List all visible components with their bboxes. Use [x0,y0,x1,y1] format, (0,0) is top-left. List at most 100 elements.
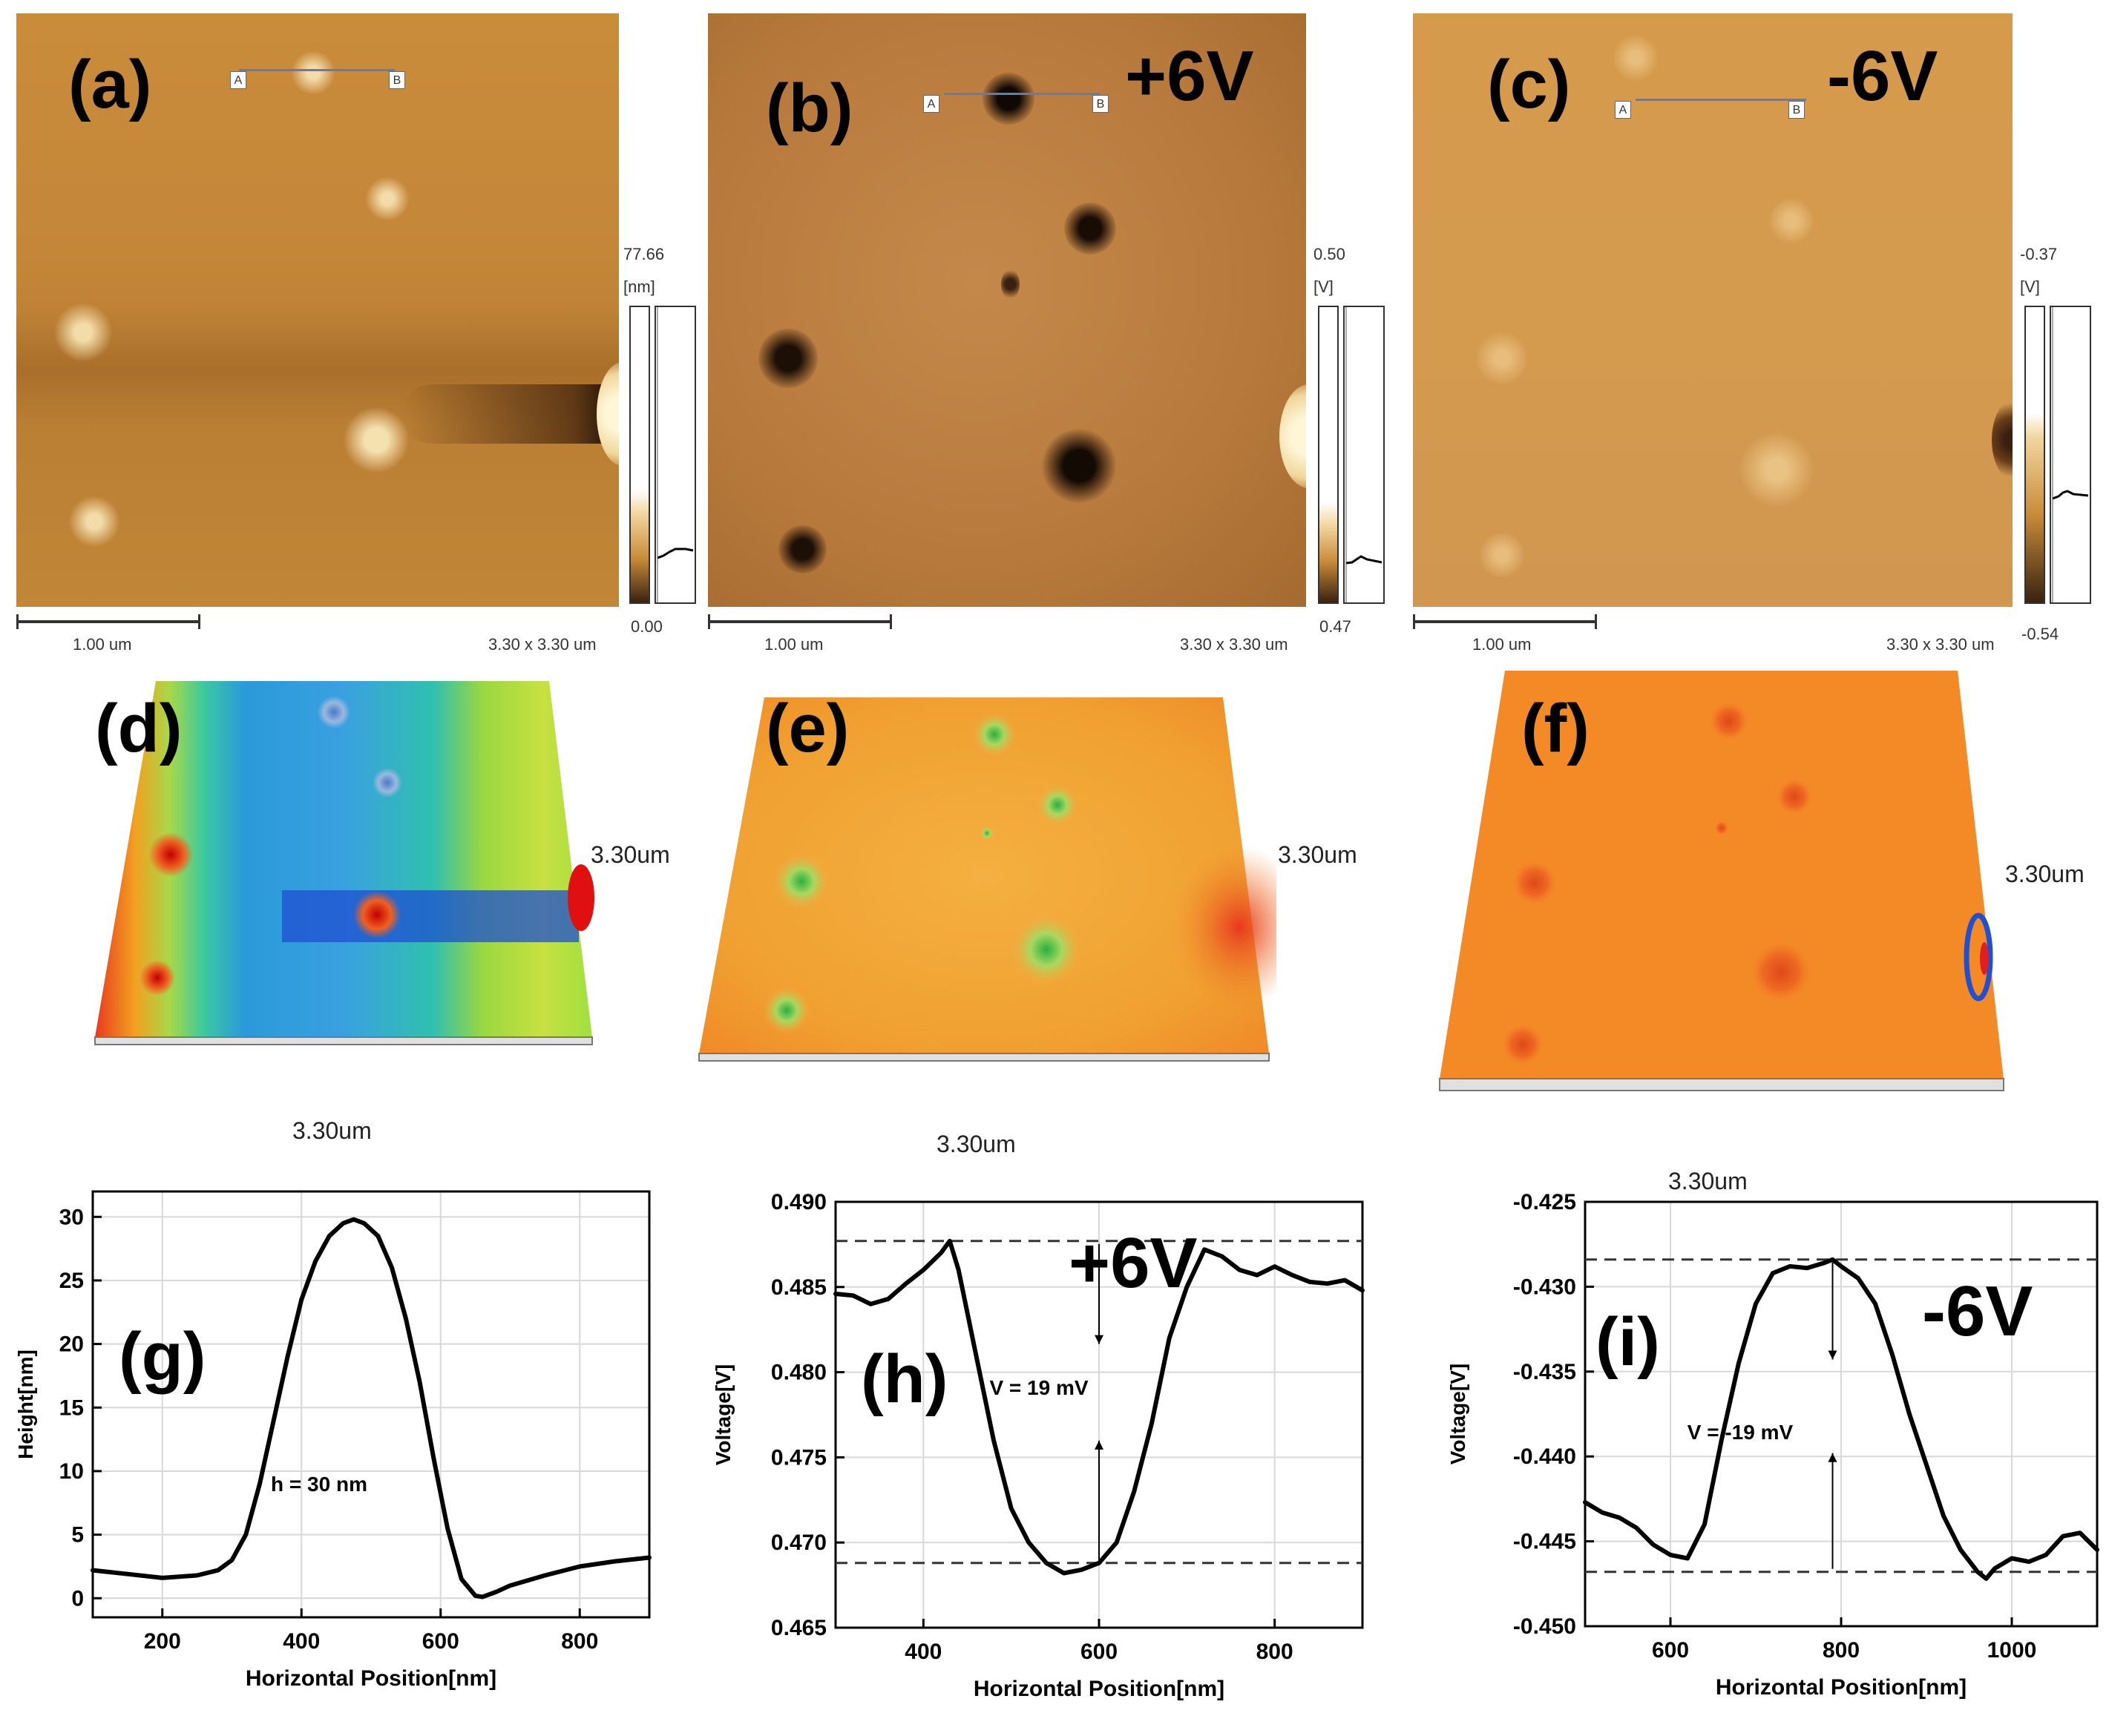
spot [140,960,175,996]
series-point [1669,1553,1672,1556]
surface-3d-f [1439,671,2004,1091]
colorbar-min-c: -0.54 [2021,625,2059,643]
colorbar-min-b: 0.47 [1319,617,1351,636]
arrow-head-down [1095,1335,1103,1344]
y-tick-label: 10 [59,1459,84,1484]
particle [343,407,410,473]
edge-ring [1964,913,1993,1002]
x-tick-label: 800 [1256,1640,1293,1664]
spot [318,696,350,729]
y-tick-label: 25 [59,1269,84,1293]
edge-feature [568,864,594,931]
arrow-head-up [1828,1453,1837,1462]
series-point [1754,1302,1757,1305]
particle [68,496,120,548]
series-point [1063,1572,1066,1575]
series-point [1203,1248,1206,1251]
series-point [404,1317,407,1320]
chart-voltage-profile-i: 600 800 1000 -0.450 -0.445 -0.440 -0.435 -0.430… [1446,1190,2099,1700]
series-point [1703,1523,1706,1526]
y-axis-label: Voltage[V] [1446,1364,1469,1464]
series-point [1874,1302,1877,1305]
y-axis-label: Height[nm] [14,1349,37,1459]
afm-topography-map-a: A B [16,13,619,607]
panel-label-d: (d) [95,691,183,766]
series-point [446,1527,449,1530]
series-point [1925,1464,1928,1467]
bright-spot [1613,36,1658,80]
series-point [1361,1289,1364,1292]
y-tick-label: 0.485 [771,1275,827,1300]
series-point [1857,1277,1860,1280]
series-point [258,1482,261,1485]
scan-size-b: 3.30 x 3.30 um [1180,635,1288,654]
surface-base-d [94,1036,593,1045]
series-point [1326,1282,1329,1285]
series-point [1840,1265,1843,1268]
colorbar-max-a: 77.66 [623,245,665,263]
series-point [1584,1501,1587,1504]
y-tick-label: 0.475 [771,1445,827,1470]
plot-frame [91,1190,651,1619]
series-point [1115,1541,1118,1544]
spot [353,891,401,938]
chart-voltage-profile-h: 400 600 800 0.465 0.470 0.475 0.480 0.485 0.490 H… [712,1190,1365,1701]
y-tick-label: 0.470 [771,1530,827,1555]
particle [53,303,113,362]
surface-face-d [95,681,592,1037]
colorbar-unit-a: [nm] [623,277,655,296]
series-point [1618,1516,1621,1519]
profile-marker-a: A [230,71,246,89]
surface-face-e [699,697,1269,1053]
y-tick-label: -0.445 [1513,1530,1576,1554]
series-point [1652,1543,1655,1546]
spot [1037,784,1078,826]
series-point [1045,1562,1048,1565]
dim-right-d: 3.30um [591,841,670,868]
series-point [2079,1531,2082,1534]
series-point [1343,1279,1346,1282]
series-point [1308,1280,1311,1283]
scalebar-b [708,614,892,629]
series-point [1150,1421,1153,1424]
edge-glow [1172,846,1276,1009]
panel-label: (h) [861,1341,948,1417]
series-point [1185,1286,1188,1289]
series-point [1601,1511,1604,1514]
spot [1714,821,1729,835]
series-point [1976,1571,1979,1574]
colorbar-min-a: 0.00 [631,617,663,636]
arrow-head-up [1095,1440,1103,1450]
x-tick-label: 600 [1652,1638,1689,1663]
series-point [419,1381,422,1384]
chart-height-profile-g: 200 400 600 800 0 5 10 15 20 25 30 Horizontal Posit… [14,1190,652,1691]
panel-label-b: (b) [766,70,853,146]
colorbar-c [2024,306,2045,604]
series-point [363,1222,366,1225]
series-point [1132,1490,1135,1493]
colorbar-unit-b: [V] [1313,277,1334,296]
y-tick-label: 0.480 [771,1361,827,1385]
bright-spot [1769,199,1814,243]
y-tick-label: 0.490 [771,1190,827,1214]
profile-marker-a: A [1615,101,1631,119]
surface-3d-e [698,697,1276,1062]
series-point [1290,1274,1293,1277]
series-point [1908,1413,1911,1416]
histogram-a [655,306,696,604]
y-tick-label: -0.430 [1513,1275,1576,1299]
panel-label-f: (f) [1521,691,1590,766]
annotation: V = -19 mV [1687,1421,1794,1444]
series-point [922,1269,925,1272]
series-point [272,1418,275,1421]
series-point [481,1596,484,1599]
dark-spot [778,525,827,573]
y-tick-label: 30 [59,1205,84,1229]
spot [972,712,1017,757]
dark-spot [758,329,818,388]
edge-core [1980,942,1989,975]
bias-label: +6V [1069,1223,1197,1303]
histogram-curve-c [2052,307,2089,602]
series-point [1273,1265,1276,1268]
dark-streak [282,890,579,942]
